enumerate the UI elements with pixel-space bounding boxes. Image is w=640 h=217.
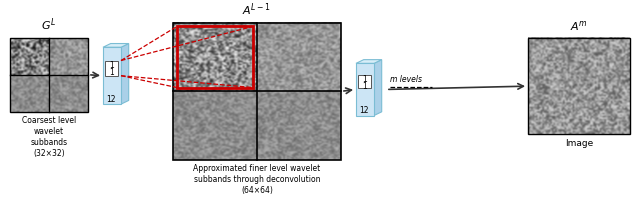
Text: $A^{m}$: $A^{m}$ — [570, 19, 588, 33]
Text: 12: 12 — [359, 106, 369, 115]
Bar — [177, 26, 253, 87]
Bar — [358, 75, 371, 88]
Text: 1: 1 — [362, 75, 367, 84]
Polygon shape — [374, 60, 381, 115]
Polygon shape — [121, 44, 129, 104]
Text: Image: Image — [565, 139, 593, 148]
Bar — [173, 23, 341, 160]
Text: $A^{L-1}$: $A^{L-1}$ — [243, 1, 271, 18]
Text: Coarsest level
wavelet
subbands
(32×32): Coarsest level wavelet subbands (32×32) — [22, 115, 76, 158]
Polygon shape — [103, 44, 129, 47]
Bar — [105, 61, 118, 76]
Text: $G^{L}$: $G^{L}$ — [42, 16, 56, 33]
Text: 1: 1 — [109, 61, 114, 70]
Text: 12: 12 — [106, 95, 115, 104]
Text: 1: 1 — [362, 82, 367, 91]
Bar — [103, 47, 121, 104]
Bar — [528, 38, 630, 135]
Text: Approximated finer level wavelet
subbands through deconvolution
(64×64): Approximated finer level wavelet subband… — [193, 164, 321, 195]
Text: m levels: m levels — [390, 75, 422, 84]
Text: 1: 1 — [109, 68, 114, 77]
Bar — [10, 38, 88, 112]
Bar — [356, 63, 374, 115]
Polygon shape — [356, 60, 381, 63]
